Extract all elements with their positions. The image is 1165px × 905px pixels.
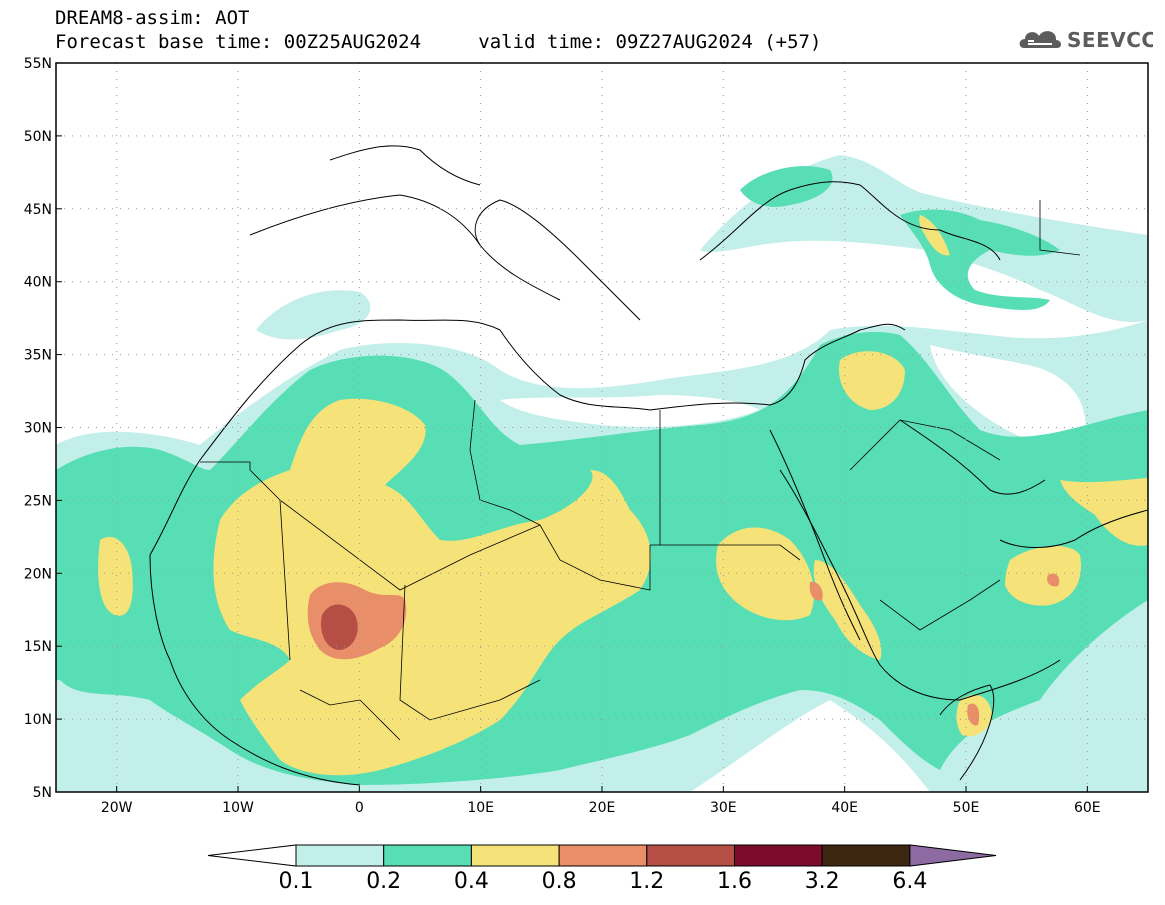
seevccc-logo: SEEVCCC: [1019, 28, 1153, 52]
colorbar: [207, 844, 997, 867]
lon-label: 0: [355, 800, 364, 816]
cloud-icon: [1019, 31, 1062, 48]
colorbar-label: 1.2: [629, 869, 665, 894]
colorbar-box: [295, 844, 385, 867]
lon-label: 30E: [710, 800, 737, 816]
colorbar-box: [558, 844, 648, 867]
lat-labels: 55N 50N 45N 40N 35N 30N 25N 20N 15N 10N 5N: [24, 56, 62, 801]
lat-label: 55N: [24, 56, 52, 72]
lon-label: 60E: [1074, 800, 1101, 816]
time-line: Forecast base time: 00Z25AUG2024 valid t…: [55, 30, 821, 54]
lon-labels: 20W 10W 0 10E 20E 30E 40E 50E 60E: [101, 786, 1101, 816]
logo-text: SEEVCCC: [1067, 28, 1153, 52]
colorbar-box: [646, 844, 735, 867]
coastlines: [149, 145, 1148, 786]
colorbar-arrow-low: [207, 844, 297, 867]
colorbar-label: 1.6: [717, 869, 752, 894]
lon-label: 40E: [831, 800, 858, 816]
colorbar-box: [470, 844, 560, 867]
lat-label: 15N: [24, 639, 52, 655]
map-title: DREAM8-assim: AOT: [55, 7, 250, 29]
lon-label: 50E: [953, 800, 980, 816]
title-block: DREAM8-assim: AOT Forecast base time: 00…: [55, 6, 821, 54]
aot-field: [56, 155, 1148, 792]
colorbar-label: 0.1: [278, 869, 314, 894]
lon-label: 20E: [589, 800, 616, 816]
aot-holes: [500, 345, 1086, 447]
colorbar-label: 0.2: [366, 869, 402, 894]
lat-label: 20N: [24, 566, 52, 582]
colorbar-arrow-high: [909, 844, 997, 867]
lon-label: 20W: [101, 800, 133, 816]
colorbar-box: [821, 844, 911, 867]
aot-level-0.4: [98, 215, 1148, 776]
colorbar-label: 0.8: [541, 869, 577, 894]
lon-label: 10E: [467, 800, 494, 816]
aot-level-1.2: [320, 604, 358, 650]
colorbar-box: [383, 844, 472, 867]
colorbar-label: 3.2: [804, 869, 840, 894]
lat-label: 35N: [24, 348, 52, 364]
lon-label: 10W: [222, 800, 254, 816]
valid-time-label: valid time: 09Z27AUG2024 (+57): [478, 31, 822, 53]
lat-label: 25N: [24, 493, 52, 509]
lat-label: 30N: [24, 421, 52, 437]
lat-label: 5N: [33, 785, 52, 801]
colorbar-label: 6.4: [892, 869, 928, 894]
lat-label: 45N: [24, 202, 52, 218]
country-borders: [200, 200, 1081, 741]
lat-label: 10N: [24, 712, 52, 728]
lat-label: 40N: [24, 275, 52, 291]
colorbar-box: [734, 844, 823, 867]
lat-label: 50N: [24, 129, 52, 145]
base-time-label: Forecast base time: 00Z25AUG2024: [55, 31, 422, 53]
colorbar-label: 0.4: [453, 869, 489, 894]
